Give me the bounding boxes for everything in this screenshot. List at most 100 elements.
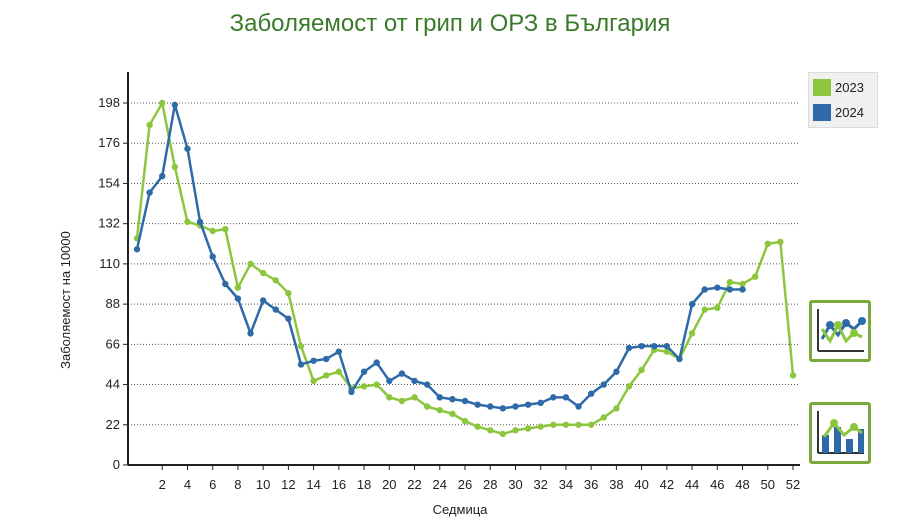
data-point-2023 [184, 218, 191, 226]
x-tick-label: 52 [786, 477, 800, 492]
data-point-2024 [575, 403, 582, 410]
data-point-2024 [474, 401, 481, 408]
data-point-2024 [651, 342, 658, 350]
data-point-2023 [701, 306, 708, 313]
data-point-2024 [159, 172, 166, 180]
data-point-2023 [285, 289, 292, 297]
data-point-2023 [764, 240, 771, 247]
y-tick-label: 198 [98, 95, 120, 110]
data-point-2024 [714, 284, 721, 291]
data-point-2024 [360, 368, 368, 375]
x-tick-label: 48 [735, 477, 749, 492]
y-axis-label: Заболяемост на 10000 [58, 231, 73, 369]
data-point-2023 [537, 423, 544, 430]
data-point-2023 [487, 427, 494, 434]
data-point-2024 [272, 306, 279, 313]
y-tick-label: 88 [106, 296, 120, 311]
data-point-2023 [259, 269, 267, 277]
data-point-2023 [222, 225, 229, 233]
data-point-2024 [373, 359, 380, 366]
data-point-2023 [524, 425, 532, 432]
legend-item-2024[interactable]: 2024 [813, 101, 877, 123]
data-point-2023 [688, 330, 696, 337]
data-point-2023 [575, 421, 582, 428]
data-point-2024 [423, 381, 431, 388]
data-point-2023 [562, 421, 570, 428]
legend-swatch [813, 104, 831, 121]
data-point-2023 [714, 304, 721, 311]
x-tick-label: 6 [209, 477, 216, 492]
data-point-2024 [171, 101, 179, 109]
y-tick-label: 22 [106, 417, 120, 432]
data-point-2023 [159, 99, 166, 107]
data-point-2023 [726, 278, 734, 286]
data-point-2024 [562, 394, 570, 401]
data-point-2023 [234, 284, 242, 291]
data-point-2023 [663, 348, 671, 355]
x-tick-label: 38 [609, 477, 623, 492]
y-tick-label: 44 [106, 377, 120, 392]
legend-item-2023[interactable]: 2023 [813, 76, 877, 98]
data-point-2024 [386, 377, 393, 385]
data-point-2024 [222, 280, 229, 288]
data-point-2023 [625, 383, 633, 390]
data-point-2023 [360, 383, 368, 390]
data-point-2024 [133, 246, 141, 253]
data-point-2023 [398, 397, 406, 405]
data-point-2024 [587, 390, 595, 397]
legend-label: 2024 [835, 105, 864, 120]
bar-chart-view-button[interactable] [809, 402, 871, 464]
data-point-2023 [373, 381, 380, 388]
x-tick-label: 16 [332, 477, 346, 492]
data-point-2024 [688, 300, 696, 308]
data-point-2023 [449, 410, 456, 418]
data-series [133, 99, 797, 438]
data-point-2024 [663, 342, 671, 350]
data-point-2023 [739, 280, 746, 288]
y-tick-label: 66 [106, 336, 120, 351]
data-point-2024 [247, 330, 254, 337]
data-point-2023 [171, 163, 179, 171]
data-point-2023 [209, 227, 216, 235]
data-point-2023 [323, 372, 330, 379]
data-point-2023 [247, 260, 254, 268]
data-point-2023 [512, 427, 519, 434]
grid-lines [128, 102, 800, 426]
data-point-2023 [461, 417, 469, 425]
y-tick-label: 0 [113, 457, 120, 472]
data-point-2024 [411, 377, 418, 385]
data-point-2023 [777, 238, 784, 246]
data-point-2024 [499, 405, 507, 412]
data-point-2024 [701, 286, 708, 293]
x-tick-label: 50 [761, 477, 775, 492]
data-point-2023 [272, 277, 279, 284]
data-point-2024 [234, 295, 242, 302]
line-chart-icon [817, 309, 866, 352]
data-point-2024 [323, 355, 330, 363]
line-chart-view-button[interactable] [809, 300, 871, 362]
data-point-2024 [285, 315, 292, 322]
data-point-2024 [600, 381, 607, 388]
data-point-2024 [726, 286, 734, 293]
data-point-2024 [487, 403, 494, 410]
data-point-2023 [335, 368, 343, 375]
axes [127, 72, 800, 466]
data-point-2023 [499, 430, 507, 438]
x-tick-label: 44 [685, 477, 699, 492]
data-point-2024 [449, 395, 456, 403]
x-tick-label: 4 [184, 477, 191, 492]
series-2023 [133, 99, 797, 438]
x-tick-label: 2 [159, 477, 166, 492]
data-point-2024 [436, 394, 443, 401]
data-point-2024 [676, 355, 683, 363]
data-point-2024 [625, 344, 633, 352]
data-point-2024 [259, 297, 267, 304]
data-point-2023 [550, 421, 557, 428]
data-point-2024 [146, 189, 153, 196]
bar-chart-icon [817, 411, 864, 454]
x-tick-label: 46 [710, 477, 724, 492]
x-tick-label: 20 [382, 477, 396, 492]
data-point-2023 [310, 377, 317, 385]
data-point-2023 [789, 372, 797, 379]
